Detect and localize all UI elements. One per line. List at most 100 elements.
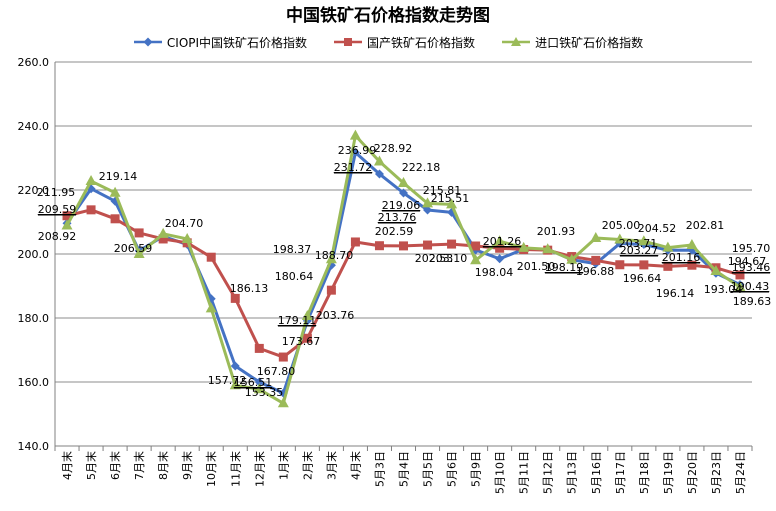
data-label: 204.52 — [638, 222, 677, 235]
data-label: 198.37 — [273, 243, 312, 256]
data-point — [61, 219, 73, 230]
y-tick-label: 220.0 — [18, 184, 50, 197]
data-label: 213.76 — [378, 211, 417, 224]
data-label: 188.70 — [315, 249, 354, 262]
data-point — [277, 397, 289, 408]
data-point — [591, 255, 601, 265]
data-point — [542, 243, 554, 254]
data-point — [495, 243, 505, 253]
data-point — [734, 281, 746, 292]
data-point — [494, 235, 506, 246]
data-point — [110, 214, 120, 224]
data-label: 219.14 — [99, 170, 138, 183]
data-label: 215.51 — [431, 192, 470, 205]
y-tick-label: 140.0 — [18, 440, 50, 453]
data-label: 190.43 — [731, 280, 770, 293]
legend-marker-domestic — [334, 38, 363, 46]
data-point — [615, 260, 625, 270]
x-tick-label: 4月末 — [348, 451, 362, 480]
data-point — [229, 379, 241, 390]
data-point — [205, 302, 217, 313]
data-point — [614, 233, 626, 244]
x-tick-label: 5月16日 — [590, 451, 603, 494]
data-point — [735, 270, 745, 280]
x-tick-label: 5月23日 — [710, 451, 723, 494]
data-point — [423, 205, 433, 215]
data-label: 202.81 — [686, 219, 725, 232]
x-tick-label: 5月10日 — [494, 451, 507, 494]
data-point — [278, 352, 288, 362]
data-label: 201.26 — [483, 235, 522, 248]
x-tick-label: 5月末 — [84, 451, 98, 480]
data-point — [230, 361, 240, 371]
data-label: 208.92 — [38, 230, 77, 243]
y-tick-label: 240.0 — [18, 120, 50, 133]
data-label: 194.67 — [728, 255, 767, 268]
data-point — [349, 129, 361, 140]
x-tick-label: 9月末 — [180, 451, 194, 480]
legend-marker-imported — [502, 37, 531, 46]
data-label: 203.71 — [619, 237, 658, 250]
data-point — [206, 252, 216, 262]
data-point — [590, 232, 602, 242]
chart-title: 中国铁矿石价格指数走势图 — [286, 6, 490, 26]
legend-label-imported: 进口铁矿石价格指数 — [535, 35, 644, 50]
data-label: 196.64 — [623, 272, 662, 285]
data-label: 179.11 — [278, 314, 317, 327]
y-tick-label: 200.0 — [18, 248, 50, 261]
data-label: 186.13 — [230, 282, 269, 295]
data-label: 201.50 — [517, 260, 556, 273]
data-label: 231.72 — [334, 161, 373, 174]
x-tick-label: 10月末 — [204, 451, 218, 487]
data-label: 236.99 — [338, 144, 377, 157]
data-point — [350, 237, 360, 247]
data-point — [374, 241, 384, 251]
y-tick-label: 180.0 — [18, 312, 50, 325]
x-tick-label: 7月末 — [132, 451, 146, 480]
data-point — [254, 343, 264, 353]
data-point — [471, 241, 481, 251]
data-label: 201.93 — [537, 225, 576, 238]
data-point — [302, 333, 312, 343]
x-tick-label: 11月末 — [228, 451, 242, 487]
data-point — [423, 240, 433, 250]
data-label: 201.16 — [662, 251, 701, 264]
y-tick-label: 260.0 — [18, 56, 50, 69]
data-label: 156.51 — [234, 376, 273, 389]
data-point — [86, 205, 96, 215]
data-label: 173.67 — [282, 335, 321, 348]
data-point — [686, 239, 698, 250]
data-point — [710, 265, 722, 276]
x-tick-label: 1月末 — [276, 451, 290, 480]
x-tick-label: 5月18日 — [638, 451, 651, 494]
data-point — [134, 228, 144, 238]
x-tick-label: 5月17日 — [614, 451, 627, 494]
data-point — [399, 241, 408, 251]
data-point — [157, 227, 169, 238]
x-tick-label: 2月末 — [300, 451, 314, 480]
data-label: 222.18 — [402, 161, 441, 174]
data-label: 203.10 — [429, 252, 468, 265]
data-label: 202.53 — [415, 252, 454, 265]
series-line — [65, 134, 741, 405]
x-tick-label: 5月6日 — [446, 451, 459, 487]
data-point — [470, 254, 482, 265]
data-label: 193.46 — [732, 261, 771, 274]
data-label: 211.95 — [37, 186, 76, 199]
x-tick-label: 5月4日 — [398, 451, 411, 487]
x-tick-label: 5月11日 — [518, 451, 531, 494]
data-label: 215.81 — [423, 184, 462, 197]
data-point — [566, 253, 578, 264]
data-label: 228.92 — [374, 142, 413, 155]
data-label: 219.06 — [382, 199, 421, 212]
data-point — [687, 260, 697, 270]
data-point — [663, 261, 673, 271]
data-label: 189.63 — [733, 295, 772, 308]
data-point — [518, 241, 530, 252]
x-tick-label: 8月末 — [156, 451, 170, 480]
chart-legend: CIOPI中国铁矿石价格指数 国产铁矿石价格指数 进口铁矿石价格指数 — [0, 33, 776, 51]
x-tick-label: 5月24日 — [734, 451, 747, 494]
data-label: 203.76 — [316, 309, 355, 322]
legend-label-ciopi: CIOPI中国铁矿石价格指数 — [166, 35, 308, 50]
data-point — [133, 248, 145, 258]
